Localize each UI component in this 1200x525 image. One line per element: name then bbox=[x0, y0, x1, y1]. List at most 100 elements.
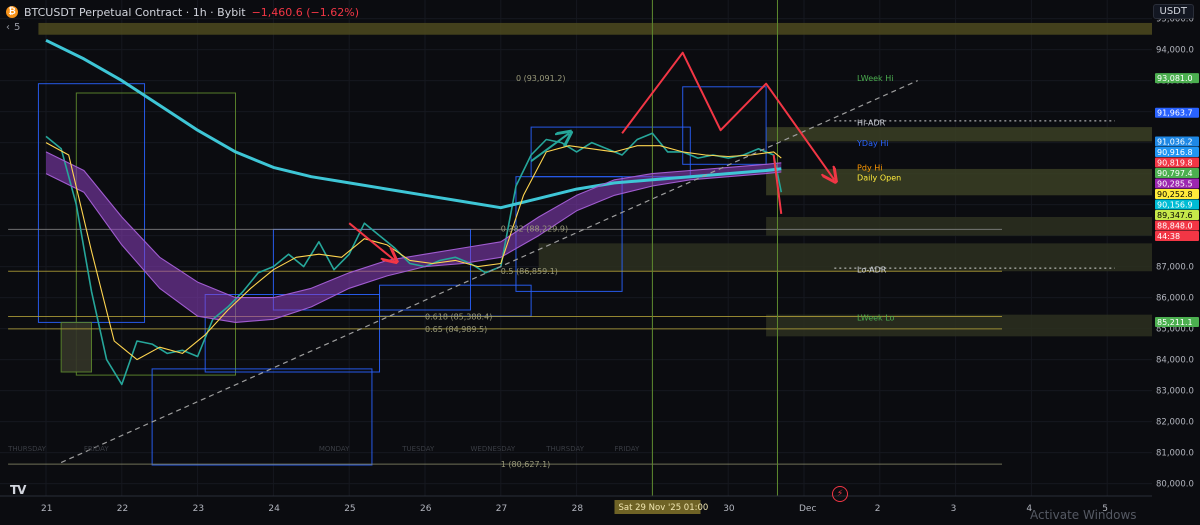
price-badge: 90,252.8 bbox=[1155, 188, 1199, 199]
price-badge-text: 90,156.9 bbox=[1157, 200, 1193, 209]
level-zone bbox=[38, 22, 1152, 35]
symbol-title[interactable]: BTCUSDT Perpetual Contract · 1h · Bybit bbox=[24, 5, 246, 19]
currency-button[interactable]: USDT bbox=[1152, 4, 1194, 19]
price-badge-bg bbox=[1155, 136, 1199, 147]
crosshair-date: Sat 29 Nov '25 01:00 bbox=[614, 500, 708, 514]
last-price-drop bbox=[772, 154, 783, 215]
level-zone bbox=[538, 243, 1152, 272]
price-badge-text: 93,081.0 bbox=[1157, 74, 1193, 83]
price-badge-text: 44:38 bbox=[1157, 232, 1180, 241]
price-badge: 90,819.8 bbox=[1155, 157, 1199, 168]
price-badge-bg bbox=[1155, 230, 1199, 241]
fib-label: 0 (93,091.2) bbox=[516, 74, 566, 83]
price-badge-bg bbox=[1155, 317, 1199, 328]
price-badge-text: 85,211.1 bbox=[1157, 318, 1193, 327]
fib-label: 0.618 (85,388.4) bbox=[425, 313, 492, 322]
price-badge-bg bbox=[1155, 209, 1199, 220]
price-badge-bg bbox=[1155, 178, 1199, 189]
symbol-header[interactable]: ₿ BTCUSDT Perpetual Contract · 1h · Bybi… bbox=[6, 4, 359, 20]
session-label: TUESDAY bbox=[401, 445, 435, 453]
chevron-left-icon[interactable]: ‹ bbox=[6, 22, 10, 33]
level-zone bbox=[766, 217, 1152, 236]
price-badge-text: 88,848.0 bbox=[1157, 221, 1193, 230]
trendline bbox=[60, 80, 918, 464]
drawing-arrow bbox=[621, 51, 834, 180]
level-zone bbox=[766, 314, 1152, 337]
level-zone bbox=[766, 127, 1152, 142]
session-label: FRIDAY bbox=[615, 445, 640, 453]
x-tick-label: 26 bbox=[420, 504, 432, 514]
level-label: YDay Hi bbox=[856, 139, 888, 148]
price-change: −1,460.6 (−1.62%) bbox=[251, 5, 360, 19]
y-tick-label: 86,000.0 bbox=[1156, 294, 1194, 304]
price-badge-text: 91,036.2 bbox=[1157, 137, 1193, 146]
x-tick-label: 25 bbox=[344, 504, 355, 514]
price-badge-bg bbox=[1155, 157, 1199, 168]
series-fast_ma bbox=[45, 142, 782, 361]
crosshair-date-bg bbox=[614, 500, 701, 514]
price-badge-text: 89,347.6 bbox=[1157, 211, 1193, 220]
series-ribbon_upper bbox=[45, 151, 782, 299]
x-tick-label: 27 bbox=[496, 504, 507, 514]
price-badge: 88,848.0 bbox=[1155, 220, 1199, 231]
price-badge-text: 90,916.8 bbox=[1157, 148, 1193, 157]
indicator-toggle[interactable]: ‹ 5 bbox=[6, 22, 20, 33]
drawing-arrow bbox=[348, 222, 395, 260]
indicator-count: 5 bbox=[14, 22, 21, 33]
x-tick-label: 3 bbox=[951, 504, 957, 514]
price-badge: 91,036.2 bbox=[1155, 136, 1199, 147]
tradingview-logo[interactable]: TV bbox=[10, 483, 27, 497]
x-tick-label: 24 bbox=[268, 504, 280, 514]
session-label: MONDAY bbox=[319, 445, 350, 453]
fib-label: 0.65 (84,989.5) bbox=[425, 325, 487, 334]
fib-label: 0.382 (88,229.9) bbox=[501, 224, 568, 233]
range-box bbox=[151, 368, 373, 466]
lightning-icon[interactable]: ⚡ bbox=[832, 486, 848, 502]
y-tick-label: 94,000.0 bbox=[1156, 46, 1194, 56]
x-tick-label: 30 bbox=[723, 504, 735, 514]
x-tick-label: Dec bbox=[799, 504, 816, 514]
y-axis-panel bbox=[1152, 0, 1200, 521]
level-label: LWeek Lo bbox=[857, 313, 895, 322]
x-tick-label: 5 bbox=[1102, 504, 1108, 514]
price-badge-text: 90,285.5 bbox=[1157, 179, 1193, 188]
ma-ribbon bbox=[46, 151, 782, 323]
price-badge: 89,347.6 bbox=[1155, 209, 1199, 220]
x-tick-label: 22 bbox=[117, 504, 128, 514]
y-tick-label: 81,000.0 bbox=[1156, 449, 1194, 459]
y-tick-label: 84,000.0 bbox=[1156, 356, 1194, 366]
windows-watermark: Activate Windows bbox=[1030, 508, 1137, 522]
series-ema200 bbox=[45, 38, 782, 210]
price-badge: 90,797.4 bbox=[1155, 167, 1199, 178]
level-label: Lo-ADR bbox=[857, 266, 887, 275]
x-tick-label: 21 bbox=[41, 504, 52, 514]
price-badge: 44:38 bbox=[1155, 230, 1199, 241]
series-ribbon_lower bbox=[45, 171, 782, 323]
x-tick-label: 28 bbox=[572, 504, 584, 514]
price-badge-text: 90,797.4 bbox=[1157, 169, 1193, 178]
drawing-arrow bbox=[530, 133, 569, 163]
price-badge-bg bbox=[1155, 146, 1199, 157]
price-badge-bg bbox=[1155, 73, 1199, 84]
price-badge-bg bbox=[1155, 199, 1199, 210]
y-tick-label: 87,000.0 bbox=[1156, 263, 1194, 273]
price-badge-text: 90,252.8 bbox=[1157, 190, 1193, 199]
level-label: Hi-ADR bbox=[857, 118, 886, 127]
y-tick-label: 80,000.0 bbox=[1156, 480, 1194, 490]
price-badge: 90,916.8 bbox=[1155, 146, 1199, 157]
session-label: THURSDAY bbox=[7, 445, 46, 453]
x-tick-label: 4 bbox=[1026, 504, 1032, 514]
y-tick-label: 95,000.0 bbox=[1156, 15, 1194, 25]
series-price bbox=[45, 132, 783, 386]
price-badge: 91,963.7 bbox=[1155, 107, 1199, 118]
price-badge-text: 91,963.7 bbox=[1157, 109, 1193, 118]
session-label: THURSDAY bbox=[545, 445, 584, 453]
x-tick-label: 23 bbox=[193, 504, 204, 514]
bitcoin-icon: ₿ bbox=[6, 6, 18, 18]
range-box bbox=[682, 86, 767, 165]
y-tick-label: 83,000.0 bbox=[1156, 387, 1194, 397]
fib-label: 0.5 (86,859.1) bbox=[501, 267, 558, 276]
price-badge: 93,081.0 bbox=[1155, 73, 1199, 84]
level-zone bbox=[766, 168, 1152, 196]
